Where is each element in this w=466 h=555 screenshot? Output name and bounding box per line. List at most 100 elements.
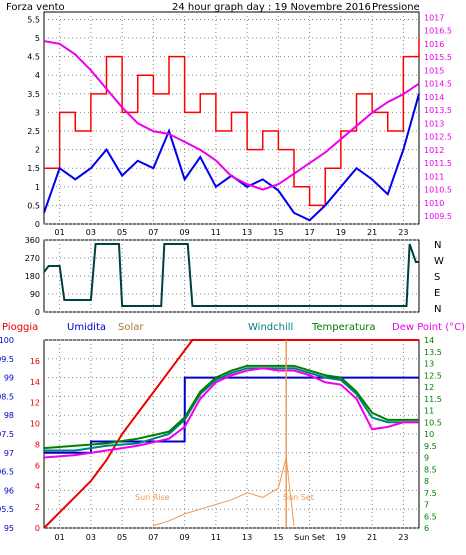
ytick-pressure-1011: 1011 <box>424 172 444 181</box>
ytick-rain-8: 8 <box>35 440 40 449</box>
xtick-top-05: 05 <box>117 228 127 237</box>
ytick-temp-8.5: 8.5 <box>424 465 437 474</box>
ytick-pressure-1010: 1010 <box>424 199 444 208</box>
xtick-top-17: 17 <box>305 228 315 237</box>
series-wind-speed <box>44 38 420 207</box>
ytick-dir-360: 360 <box>25 236 40 245</box>
ytick-humidity-95.5: 95.5 <box>0 505 14 514</box>
ytick-pressure-1013.5: 1013.5 <box>424 106 452 115</box>
ytick-wind-0.5: 0.5 <box>27 201 40 210</box>
ytick-pressure-1011.5: 1011.5 <box>424 159 452 168</box>
ytick-temp-6.5: 6.5 <box>424 512 437 521</box>
ytick-temp-10.5: 10.5 <box>424 418 442 427</box>
sunrise-label: Sun Rise <box>135 493 170 502</box>
legend-rain: Pioggia <box>2 322 38 333</box>
ytick-wind-1.5: 1.5 <box>27 164 40 173</box>
ytick-pressure-1012.5: 1012.5 <box>424 133 452 142</box>
ytick-pressure-1010.5: 1010.5 <box>424 186 452 195</box>
ytick-pressure-1009.5: 1009.5 <box>424 212 452 221</box>
ytick-temp-12: 12 <box>424 383 434 392</box>
ytick-temp-7: 7 <box>424 501 429 510</box>
ytick-temp-11.5: 11.5 <box>424 395 442 404</box>
ytick-rain-16: 16 <box>30 357 40 366</box>
xtick-top-19: 19 <box>336 228 346 237</box>
legend-solar: Solar <box>118 322 144 333</box>
xtick-bottom-19: 19 <box>336 533 346 542</box>
ytick-dir-90: 90 <box>30 290 40 299</box>
ytick-temp-13: 13 <box>424 360 434 369</box>
ytick-humidity-97: 97 <box>4 449 14 458</box>
panel1-frame <box>43 11 420 225</box>
graph-title: 24 hour graph day : 19 Novembre 2016 <box>172 2 371 13</box>
ytick-pressure-1012: 1012 <box>424 146 444 155</box>
ytick-wind-3.5: 3.5 <box>27 90 40 99</box>
ytick-humidity-98.5: 98.5 <box>0 392 14 401</box>
ytick-rain-0: 0 <box>35 524 40 533</box>
ytick-pressure-1014.5: 1014.5 <box>424 80 452 89</box>
xtick-bottom-09: 09 <box>180 533 190 542</box>
ytick-humidity-95: 95 <box>4 524 14 533</box>
xtick-bottom-21: 21 <box>367 533 377 542</box>
pressure-title: Pressione <box>372 2 420 13</box>
compass-e: E <box>434 288 440 299</box>
ytick-rain-4: 4 <box>35 482 40 491</box>
compass-n1: N <box>434 240 441 251</box>
ytick-temp-12.5: 12.5 <box>424 371 442 380</box>
xtick-bottom-sunset: Sun Set <box>294 533 325 542</box>
ytick-wind-0: 0 <box>35 220 40 229</box>
xtick-bottom-01: 01 <box>55 533 65 542</box>
ytick-humidity-100: 100 <box>0 336 14 345</box>
legend-temperature: Temperatura <box>311 322 376 333</box>
compass-s: S <box>434 272 440 283</box>
xtick-top-09: 09 <box>180 228 190 237</box>
xtick-top-21: 21 <box>367 228 377 237</box>
xtick-bottom-15: 15 <box>273 533 283 542</box>
series-solar <box>153 457 295 527</box>
ytick-wind-5.5: 5.5 <box>27 15 40 24</box>
ytick-rain-10: 10 <box>30 420 40 429</box>
ytick-wind-3: 3 <box>35 108 40 117</box>
ytick-wind-4: 4 <box>35 71 40 80</box>
xtick-bottom-07: 07 <box>148 533 158 542</box>
series-pressure <box>43 40 420 191</box>
ytick-pressure-1013: 1013 <box>424 119 444 128</box>
ytick-wind-1: 1 <box>35 183 40 192</box>
xtick-top-15: 15 <box>273 228 283 237</box>
series-rain <box>43 339 419 529</box>
ytick-humidity-99: 99 <box>4 374 14 383</box>
ytick-rain-12: 12 <box>30 399 40 408</box>
series-wind-direction <box>43 243 419 307</box>
sunset-label: Sun Set <box>283 493 314 502</box>
wind-title: Forza vento <box>6 2 65 13</box>
compass-w: W <box>434 256 444 267</box>
ytick-dir-180: 180 <box>25 272 40 281</box>
xtick-top-07: 07 <box>148 228 158 237</box>
ytick-temp-13.5: 13.5 <box>424 348 442 357</box>
ytick-wind-2: 2 <box>35 146 40 155</box>
ytick-wind-2.5: 2.5 <box>27 127 40 136</box>
ytick-dir-0: 0 <box>35 308 40 317</box>
ytick-temp-10: 10 <box>424 430 434 439</box>
xtick-bottom-03: 03 <box>86 533 96 542</box>
series-dewpoint <box>43 367 419 459</box>
xtick-top-03: 03 <box>86 228 96 237</box>
ytick-pressure-1014: 1014 <box>424 93 444 102</box>
ytick-pressure-1016.5: 1016.5 <box>424 27 452 36</box>
ytick-temp-6: 6 <box>424 524 429 533</box>
compass-labels: N W S E N <box>434 240 444 315</box>
ytick-temp-7.5: 7.5 <box>424 489 437 498</box>
xtick-top-01: 01 <box>55 228 65 237</box>
ytick-rain-14: 14 <box>30 378 40 387</box>
ytick-pressure-1015: 1015 <box>424 66 444 75</box>
ytick-temp-9.5: 9.5 <box>424 442 437 451</box>
ytick-temp-14: 14 <box>424 336 434 345</box>
ytick-pressure-1017: 1017 <box>424 13 444 22</box>
ytick-humidity-96.5: 96.5 <box>0 468 14 477</box>
xtick-top-11: 11 <box>211 228 221 237</box>
ytick-pressure-1016: 1016 <box>424 40 444 49</box>
compass-n2: N <box>434 304 441 315</box>
ytick-rain-2: 2 <box>35 503 40 512</box>
